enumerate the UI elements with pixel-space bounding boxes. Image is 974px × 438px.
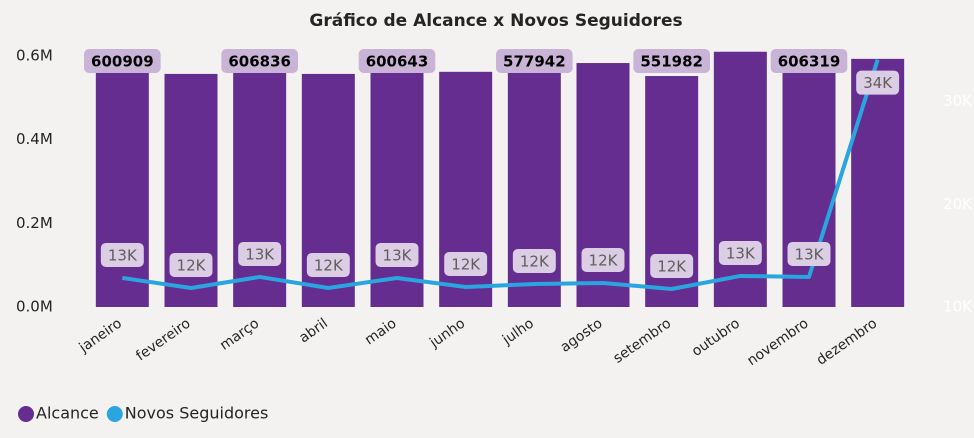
- y-tick-label: 0.4M: [16, 130, 53, 148]
- line-value-label-group: 13K: [100, 242, 144, 267]
- x-tick-label: janeiro: [76, 315, 125, 356]
- line-value-label-box: [718, 240, 762, 265]
- bar-value-label-group: 551982: [633, 49, 710, 73]
- line-value-label-box: [100, 242, 144, 267]
- line-value-label-group: 12K: [650, 253, 694, 278]
- line-value-label-group: 34K: [856, 70, 900, 95]
- line-value-label-box: [787, 241, 831, 266]
- line-value-label-box: [856, 70, 900, 95]
- line-value-label: 12K: [314, 256, 344, 274]
- line-value-label: 12K: [451, 255, 481, 273]
- line-value-label-group: 13K: [718, 240, 762, 265]
- bar-value-label-box: [633, 49, 710, 73]
- x-tick-label: novembro: [744, 315, 811, 369]
- bar-value-label-box: [358, 49, 436, 73]
- bar: [370, 55, 424, 307]
- legend-label: Alcance: [36, 404, 99, 423]
- x-tick-label: junho: [426, 315, 468, 351]
- line-value-label: 12K: [177, 256, 207, 274]
- bar-value-label: 600643: [366, 53, 429, 71]
- line-value-label-group: 13K: [238, 241, 282, 266]
- x-tick-label: abril: [296, 315, 331, 346]
- bar-value-label-group: 606836: [221, 49, 298, 73]
- line-value-label-box: [306, 252, 350, 277]
- legend-marker: [18, 406, 34, 422]
- bar: [782, 53, 836, 307]
- x-tick-label: setembro: [611, 315, 675, 366]
- y2-tick-label: 20K: [943, 195, 973, 213]
- line-value-label-box: [650, 253, 694, 278]
- x-tick-label: março: [217, 315, 262, 353]
- line-value-label: 12K: [520, 252, 550, 270]
- line-value-label-group: 12K: [581, 247, 625, 272]
- line-value-label-group: 12K: [444, 251, 488, 276]
- bar-value-label: 551982: [640, 53, 703, 71]
- legend-label: Novos Seguidores: [125, 404, 269, 423]
- bar-value-label-group: 606319: [770, 49, 848, 73]
- line-value-label: 13K: [108, 246, 138, 264]
- line-value-label-box: [512, 248, 556, 273]
- y2-tick-label: 10K: [943, 298, 973, 316]
- bar: [851, 58, 905, 307]
- y-tick-label: 0.6M: [16, 46, 53, 64]
- line-value-label: 34K: [863, 74, 893, 92]
- line-value-label: 13K: [245, 245, 275, 263]
- bar-value-label: 606319: [778, 53, 841, 71]
- line-value-label-box: [169, 252, 213, 277]
- bar: [95, 55, 149, 307]
- legend-marker: [106, 406, 123, 422]
- x-tick-label: outubro: [689, 315, 743, 359]
- line-value-label-group: 13K: [787, 241, 831, 266]
- line-value-label-box: [444, 251, 488, 276]
- bar-value-label-box: [221, 49, 298, 73]
- line-value-label: 12K: [657, 257, 687, 275]
- line-value-label-box: [238, 241, 282, 266]
- bar-value-label-group: 600909: [84, 49, 161, 73]
- bar: [233, 53, 287, 308]
- bar-value-label-group: 600643: [358, 49, 436, 73]
- bar-value-label-box: [496, 49, 573, 73]
- x-tick-label: agosto: [558, 315, 606, 355]
- x-tick-label: fevereiro: [133, 315, 193, 364]
- line-value-label-group: 12K: [306, 252, 350, 277]
- bar-value-label: 577942: [503, 53, 566, 71]
- bar-value-label: 606836: [228, 53, 291, 71]
- line-value-label-group: 13K: [375, 242, 419, 267]
- y-tick-label: 0.2M: [16, 214, 53, 232]
- x-tick-label: julho: [499, 315, 537, 348]
- bar-value-label: 600909: [91, 53, 154, 71]
- chart-title: Gráfico de Alcance x Novos Seguidores: [309, 11, 682, 31]
- line-value-label: 12K: [589, 251, 619, 269]
- line-value-label: 13K: [795, 245, 825, 263]
- line-value-label-box: [375, 242, 419, 267]
- bar-value-label-box: [770, 49, 848, 73]
- line-value-label-group: 12K: [169, 252, 213, 277]
- x-tick-label: maio: [362, 315, 400, 348]
- line: [122, 59, 880, 291]
- bar-value-label-group: 577942: [496, 49, 573, 73]
- y-tick-label: 0.0M: [16, 298, 53, 316]
- line-value-label-group: 12K: [512, 248, 556, 273]
- line-value-label: 13K: [726, 244, 756, 262]
- x-tick-label: dezembro: [814, 315, 881, 368]
- y2-tick-label: 30K: [943, 92, 973, 110]
- bar-value-label-box: [84, 49, 161, 73]
- line-value-label-box: [581, 247, 625, 272]
- line-value-label: 13K: [383, 246, 413, 264]
- bar: [713, 51, 767, 307]
